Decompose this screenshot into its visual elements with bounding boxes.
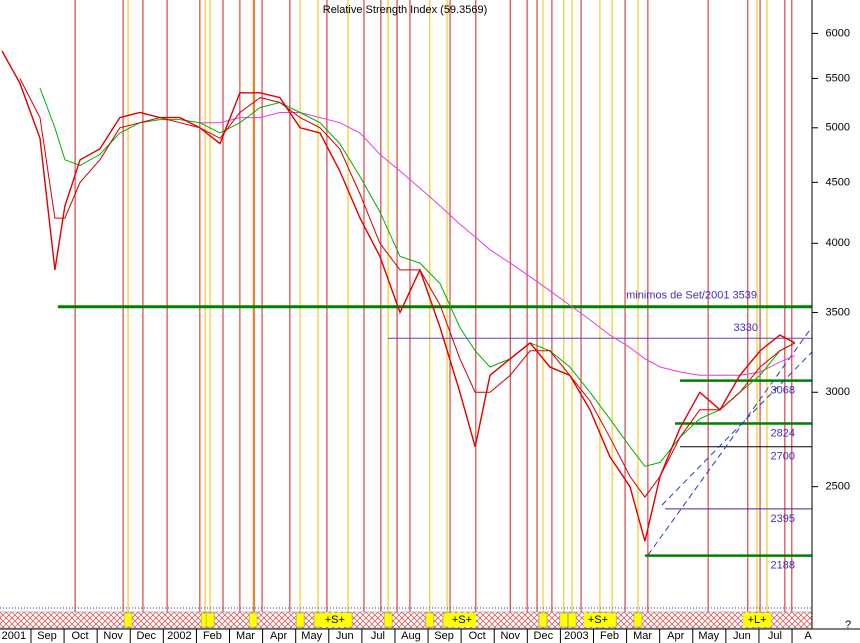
x-tick-label: A [804,630,812,642]
x-tick-label: 2003 [564,630,588,642]
y-tick-label: 5500 [826,72,850,84]
x-tick-label: Jul [371,630,385,642]
strip-cell [633,612,643,628]
strip-cell [425,612,435,628]
level-label: 2824 [771,427,795,439]
x-tick-label: 2002 [167,630,191,642]
strip-label: +S+ [452,614,472,626]
x-tick-label: Feb [600,630,619,642]
y-tick-label: 2500 [826,481,850,493]
strip-cell [123,612,133,628]
strip-cell [743,613,772,627]
series-line [39,87,796,467]
x-tick-label: Apr [667,630,684,642]
strip-label: +S+ [325,614,345,626]
strip-cell [559,612,569,628]
strip-label: +S+ [588,614,608,626]
strip-cell [447,613,476,627]
chart-title: Relative Strength Index (59.3569) [323,4,488,16]
y-tick-label: 4000 [826,237,850,249]
strip-cell [320,613,349,627]
trend-line [647,326,813,556]
strip-cell [295,612,305,628]
strip-cell [538,612,548,628]
strip: +S+ +S+ +S+ +L+ [123,612,772,628]
x-tick-label: Feb [203,630,222,642]
levels: minimos de Set/2001 35393330306828242700… [57,290,812,572]
x-tick-label: Nov [500,630,520,642]
y-tick-label: 3500 [826,306,850,318]
x-tick-label: Jul [768,630,782,642]
strip-cell [248,612,258,628]
series [1,50,796,542]
signal-strip [0,611,813,629]
x-tick-label: Mar [633,630,652,642]
x-tick-label: Sep [434,630,454,642]
x-tick-label: 2001 [2,630,26,642]
x-tick-label: May [301,630,322,642]
strip-cell [313,612,323,628]
level-label: 2700 [771,451,795,463]
strip-cell [567,612,577,628]
x-tick-label: Aug [401,630,421,642]
trend-line [661,351,813,506]
x-tick-label: Jun [733,630,751,642]
x-tick-label: Dec [534,630,554,642]
y-tick-label: 5000 [826,122,850,134]
strip-label: +L+ [748,614,767,626]
y-tick-label: 6000 [826,27,850,39]
series-line [1,50,796,542]
y-tick-label: 3000 [826,386,850,398]
strip-cell [383,612,393,628]
x-tick-label: Dec [136,630,156,642]
y-tick-label: 4500 [826,176,850,188]
series-line [199,112,795,376]
x-tick-label: Oct [72,630,89,642]
level-label: 2188 [771,560,795,572]
x-tick-label: Mar [236,630,255,642]
level-label: 2395 [771,513,795,525]
x-tick-label: May [698,630,719,642]
x-tick-label: Nov [103,630,123,642]
x-tick-label: Jun [336,630,354,642]
x-tick-label: Sep [37,630,57,642]
x-tick-label: Apr [270,630,287,642]
corner-mark: ? [845,619,851,631]
strip-cell [583,613,612,627]
level-label: 3330 [734,322,758,334]
x-tick-label: Oct [469,630,486,642]
level-label: minimos de Set/2001 3539 [626,290,757,302]
strip-cell [205,612,215,628]
